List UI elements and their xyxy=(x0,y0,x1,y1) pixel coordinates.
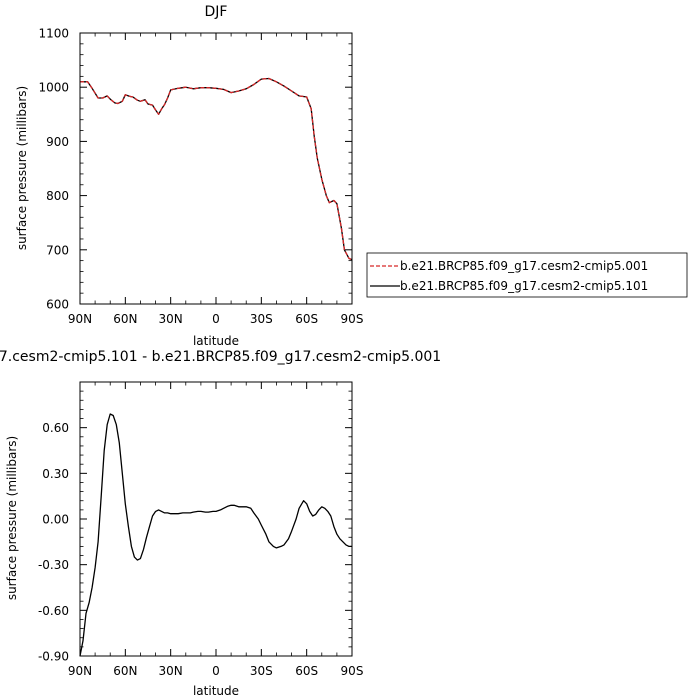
x-tick-label: 60S xyxy=(295,312,318,326)
tick-layer: 90N 60N 30N 0 30S 60S 90S 600 700 800 900 1000 1100 xyxy=(38,27,363,327)
series-line-101 xyxy=(80,77,353,261)
legend: b.e21.BRCP85.f09_g17.cesm2-cmip5.001 b.e… xyxy=(366,252,688,298)
x-tick-label: 60N xyxy=(113,312,137,326)
x-tick-label: 30S xyxy=(250,664,273,678)
y-tick-label: 1100 xyxy=(38,27,69,41)
x-tick-label: 90S xyxy=(341,664,364,678)
x-tick-label: 60S xyxy=(295,664,318,678)
series-layer xyxy=(80,77,353,261)
x-tick-label: 60N xyxy=(113,664,137,678)
y-tick-label: -0.60 xyxy=(38,604,69,618)
panel-surface-pressure-difference: b.e21.BRCP85.f09_g17.cesm2-cmip5.101 - b… xyxy=(0,349,441,698)
series-layer xyxy=(79,413,352,657)
y-tick-label: 0.00 xyxy=(42,513,69,527)
x-tick-label: 0 xyxy=(212,312,220,326)
series-line-0 xyxy=(79,413,352,657)
x-tick-label: 90N xyxy=(68,664,92,678)
y-tick-label: -0.90 xyxy=(38,650,69,664)
x-tick-label: 30N xyxy=(159,312,183,326)
legend-label-series-101: b.e21.BRCP85.f09_g17.cesm2-cmip5.101 xyxy=(400,279,648,293)
y-tick-label: 700 xyxy=(46,243,69,257)
y-tick-label: 600 xyxy=(46,298,69,312)
x-tick-label: 90N xyxy=(68,312,92,326)
series-line-001 xyxy=(80,77,353,261)
y-tick-label: 1000 xyxy=(38,81,69,95)
tick-layer: 90N 60N 30N 0 30S 60S 90S -0.90 -0.60 -0.30 0.00 0.… xyxy=(38,382,364,678)
y-tick-label: 800 xyxy=(46,189,69,203)
x-tick-label: 90S xyxy=(341,312,364,326)
x-tick-label: 0 xyxy=(212,664,220,678)
x-axis-title: latitude xyxy=(193,334,239,348)
chart-title: b.e21.BRCP85.f09_g17.cesm2-cmip5.101 - b… xyxy=(0,349,441,365)
y-tick-label: 0.30 xyxy=(42,467,69,481)
y-axis-title: surface pressure (millibars) xyxy=(15,86,29,250)
y-tick-label: 900 xyxy=(46,135,69,149)
x-tick-label: 30N xyxy=(159,664,183,678)
legend-box xyxy=(366,252,688,298)
plot-frame xyxy=(79,381,353,657)
plot-frame xyxy=(79,32,353,305)
y-axis-title: surface pressure (millibars) xyxy=(5,436,19,600)
panel-surface-pressure-djf: DJF surface pressure (millibars) latitud… xyxy=(15,4,363,348)
chart-title: DJF xyxy=(205,4,228,20)
legend-label-series-001: b.e21.BRCP85.f09_g17.cesm2-cmip5.001 xyxy=(400,259,648,273)
x-tick-label: 30S xyxy=(250,312,273,326)
y-tick-label: -0.30 xyxy=(38,558,69,572)
y-tick-label: 0.60 xyxy=(42,421,69,435)
x-axis-title: latitude xyxy=(193,684,239,698)
